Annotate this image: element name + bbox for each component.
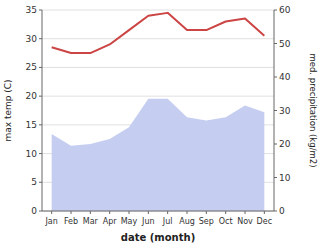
y2-tick-label: 50 [279, 39, 291, 49]
y2-tick [274, 10, 277, 11]
y2-tick [274, 110, 277, 111]
grid-line [42, 38, 274, 39]
y-tick [39, 153, 42, 154]
x-axis-label: date (month) [121, 232, 195, 243]
y-tick-label: 20 [26, 91, 38, 101]
y-tick-label: 30 [26, 34, 38, 44]
x-tick-label: Sep [199, 217, 214, 226]
x-tick-label: Nov [237, 217, 253, 226]
y2-tick [274, 177, 277, 178]
x-tick-label: Mar [83, 217, 99, 226]
y2-tick [274, 211, 277, 212]
y-tick-label: 25 [26, 62, 37, 72]
x-tick [109, 211, 110, 214]
x-tick-label: May [121, 217, 138, 226]
y-tick [39, 211, 42, 212]
y2-tick-label: 60 [279, 5, 291, 15]
x-tick [90, 211, 91, 214]
y-tick [39, 10, 42, 11]
y-tick [39, 67, 42, 68]
y2-tick-label: 10 [279, 173, 291, 183]
x-tick [245, 211, 246, 214]
x-tick-label: Jun [141, 217, 155, 226]
y-tick-label: 15 [26, 120, 37, 130]
x-tick-label: Dec [257, 217, 272, 226]
y2-tick-label: 20 [279, 139, 291, 149]
x-tick-label: Aug [179, 217, 195, 226]
y2-tick [274, 144, 277, 145]
grid-line [42, 10, 274, 11]
grid-line [42, 96, 274, 97]
x-tick [129, 211, 130, 214]
y-tick [39, 124, 42, 125]
y-tick-label: 0 [31, 206, 37, 216]
y-tick [39, 38, 42, 39]
x-tick [148, 211, 149, 214]
y-tick-label: 35 [26, 5, 37, 15]
precip-area [52, 99, 265, 211]
y-tick-label: 10 [26, 149, 38, 159]
y2-tick-label: 40 [279, 72, 291, 82]
y-tick [39, 96, 42, 97]
y2-axis-label: med. precipitation (kg/m2) [308, 53, 318, 167]
x-tick-label: Apr [103, 217, 118, 226]
y2-tick-label: 0 [279, 206, 285, 216]
x-tick-label: Feb [64, 217, 78, 226]
x-tick [71, 211, 72, 214]
grid-line [42, 67, 274, 68]
x-tick [264, 211, 265, 214]
x-tick [225, 211, 226, 214]
y-tick [39, 182, 42, 183]
x-tick-label: Jan [44, 217, 57, 226]
y-axis-label: max temp (C) [3, 79, 13, 141]
x-tick [206, 211, 207, 214]
chart: 0 5 10 15 20 25 30 35 0 10 20 30 40 50 60 Jan Feb Mar AprM… [0, 0, 318, 247]
y2-tick-label: 30 [279, 106, 291, 116]
grid-line [42, 211, 274, 212]
x-tick-label: Jul [162, 217, 173, 226]
x-tick-label: Oct [219, 217, 233, 226]
y-tick-label: 5 [31, 177, 37, 187]
y-axis-line [42, 10, 43, 211]
x-tick [187, 211, 188, 214]
plot-area [52, 13, 265, 211]
x-tick [167, 211, 168, 214]
x-axis-line [42, 211, 274, 212]
temp-line [52, 13, 265, 53]
y2-tick [274, 77, 277, 78]
x-tick [51, 211, 52, 214]
y2-tick [274, 43, 277, 44]
